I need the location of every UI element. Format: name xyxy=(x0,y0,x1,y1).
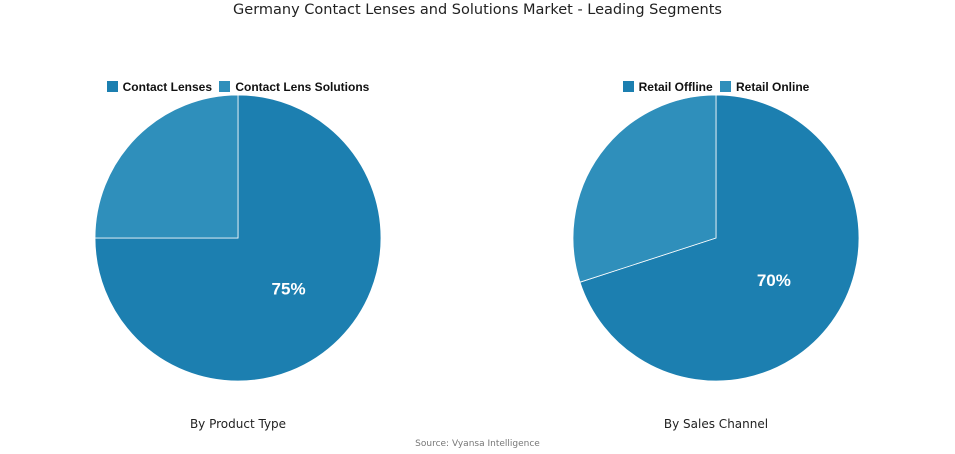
legend: Contact Lenses Contact Lens Solutions xyxy=(28,80,448,94)
product-type-panel: Contact Lenses Contact Lens Solutions 75… xyxy=(28,70,448,440)
legend-item-retail-online[interactable]: Retail Online xyxy=(720,80,809,94)
legend-swatch xyxy=(622,81,634,92)
legend-item-contact-lens-solutions[interactable]: Contact Lens Solutions xyxy=(219,80,369,94)
chart-caption: By Sales Channel xyxy=(663,417,769,431)
legend-swatch xyxy=(106,81,118,92)
pie-chart: 75% xyxy=(94,94,382,382)
slice-value-label: 75% xyxy=(272,280,306,299)
legend-item-retail-offline[interactable]: Retail Offline xyxy=(622,80,713,94)
legend-label: Retail Online xyxy=(736,80,810,94)
pie-slice-contact-lenses[interactable] xyxy=(94,94,382,382)
legend-swatch xyxy=(219,81,231,92)
legend-label: Contact Lens Solutions xyxy=(235,80,370,94)
pie-slice-contact-lens-solutions[interactable] xyxy=(94,94,239,239)
slice-value-label: 70% xyxy=(757,271,791,290)
sales-channel-panel: Retail Offline Retail Online 70% By Sale… xyxy=(506,70,926,440)
legend-label: Retail Offline xyxy=(638,80,713,94)
legend-item-contact-lenses[interactable]: Contact Lenses xyxy=(106,80,212,94)
pie-slice-retail-offline[interactable] xyxy=(579,94,860,382)
legend-swatch xyxy=(720,81,731,92)
pie-chart: 70% xyxy=(572,94,860,382)
source-note: Source: Vyansa Intelligence xyxy=(415,439,540,449)
legend: Retail Offline Retail Online xyxy=(506,80,926,94)
pie-slice-retail-online[interactable] xyxy=(572,94,717,283)
chart-title: Germany Contact Lenses and Solutions Mar… xyxy=(233,2,722,18)
legend-label: Contact Lenses xyxy=(122,80,212,94)
chart-caption: By Product Type xyxy=(189,417,287,431)
